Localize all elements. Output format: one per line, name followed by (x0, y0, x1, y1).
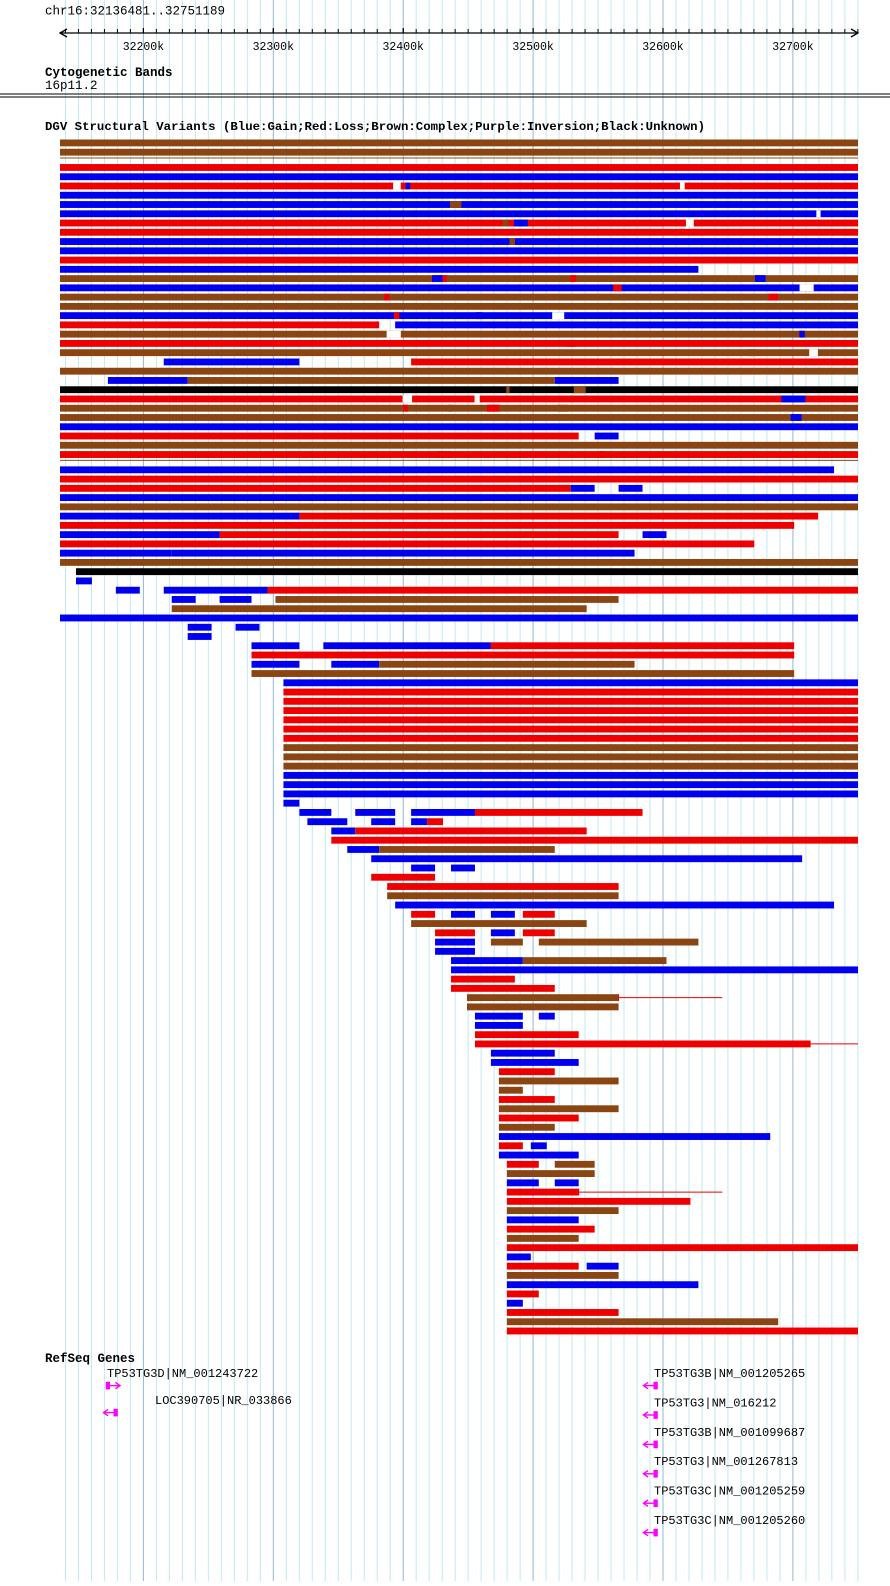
svg-text:32700k: 32700k (772, 41, 814, 54)
svg-text:32500k: 32500k (512, 41, 554, 54)
svg-text:32200k: 32200k (123, 41, 165, 54)
svg-text:chr16:32136481..32751189: chr16:32136481..32751189 (45, 5, 225, 19)
svg-text:TP53TG3B|NM_001205265: TP53TG3B|NM_001205265 (654, 1367, 805, 1381)
svg-text:32400k: 32400k (382, 41, 424, 54)
svg-text:32300k: 32300k (253, 41, 295, 54)
svg-text:DGV Structural Variants (Blue:: DGV Structural Variants (Blue:Gain;Red:L… (45, 121, 705, 134)
svg-text:TP53TG3D|NM_001243722: TP53TG3D|NM_001243722 (107, 1367, 258, 1381)
svg-text:TP53TG3|NM_001267813: TP53TG3|NM_001267813 (654, 1455, 798, 1469)
svg-text:TP53TG3|NM_016212: TP53TG3|NM_016212 (654, 1396, 776, 1410)
svg-text:Cytogenetic Bands: Cytogenetic Bands (45, 66, 173, 80)
svg-text:RefSeq Genes: RefSeq Genes (45, 1352, 135, 1366)
svg-text:LOC390705|NR_033866: LOC390705|NR_033866 (155, 1394, 292, 1408)
svg-text:32600k: 32600k (642, 41, 684, 54)
svg-text:16p11.2: 16p11.2 (45, 79, 98, 93)
svg-text:TP53TG3C|NM_001205259: TP53TG3C|NM_001205259 (654, 1485, 805, 1499)
svg-text:TP53TG3C|NM_001205260: TP53TG3C|NM_001205260 (654, 1514, 805, 1528)
svg-text:TP53TG3B|NM_001099687: TP53TG3B|NM_001099687 (654, 1426, 805, 1440)
